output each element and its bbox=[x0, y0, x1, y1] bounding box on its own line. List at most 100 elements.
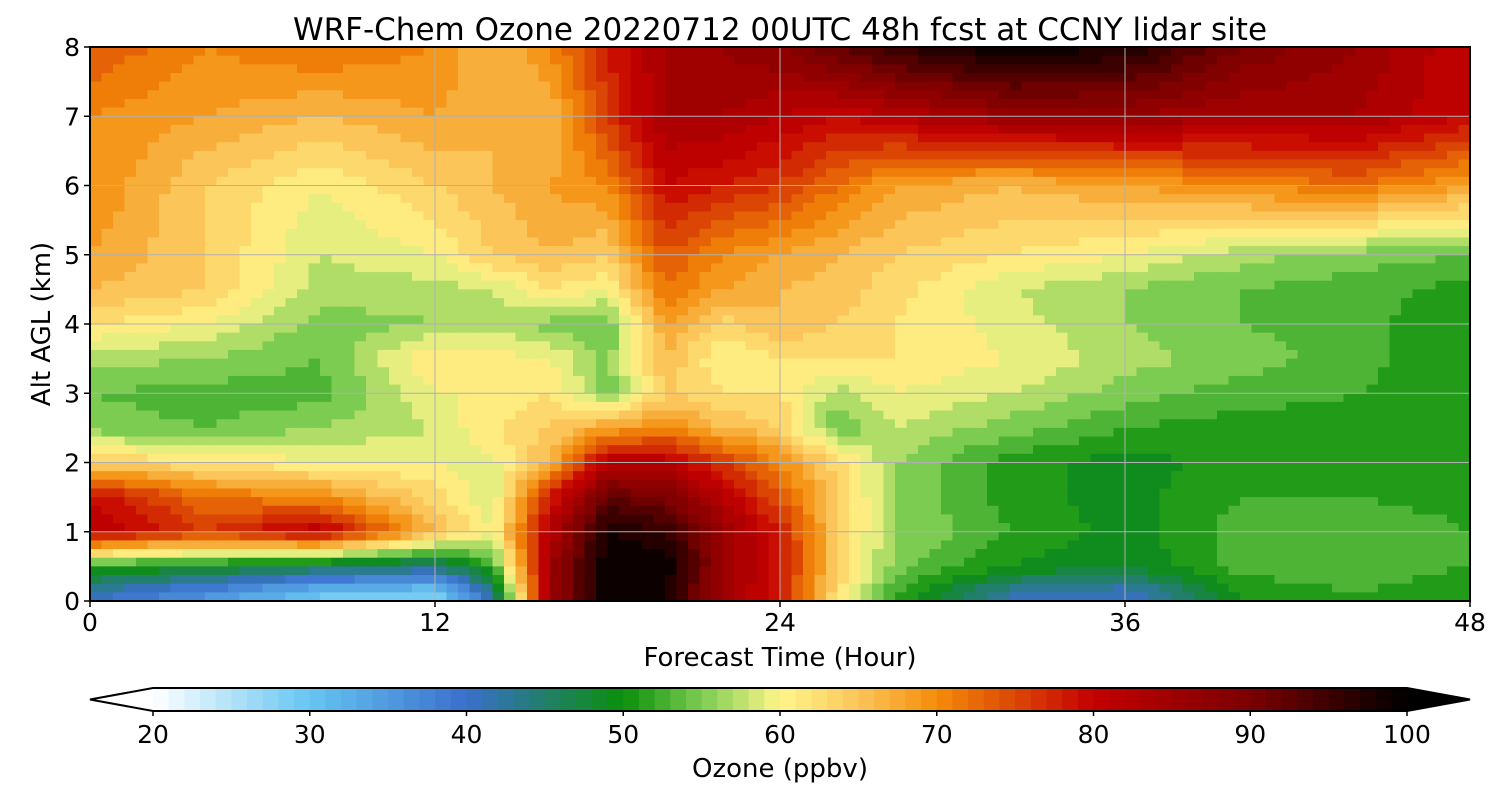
heatmap-cell bbox=[1240, 246, 1253, 256]
heatmap-cell bbox=[596, 185, 609, 195]
heatmap-cell bbox=[1021, 176, 1034, 187]
heatmap-cell bbox=[297, 384, 310, 394]
heatmap-cell bbox=[1251, 116, 1264, 126]
heatmap-cell bbox=[1447, 272, 1460, 282]
heatmap-cell bbox=[918, 72, 931, 83]
heatmap-cell bbox=[803, 358, 816, 368]
heatmap-cell bbox=[1125, 237, 1138, 247]
heatmap-cell bbox=[527, 176, 540, 187]
heatmap-cell bbox=[1435, 358, 1448, 368]
heatmap-cell bbox=[1458, 375, 1470, 386]
heatmap-cell bbox=[1102, 384, 1115, 394]
heatmap-cell bbox=[722, 81, 735, 91]
heatmap-cell bbox=[354, 228, 367, 239]
heatmap-cell bbox=[699, 254, 712, 265]
heatmap-cell bbox=[1343, 349, 1356, 360]
heatmap-cell bbox=[814, 263, 827, 273]
heatmap-cell bbox=[918, 332, 931, 342]
heatmap-cell bbox=[1113, 237, 1126, 247]
heatmap-cell bbox=[1447, 72, 1460, 83]
heatmap-cell bbox=[722, 237, 735, 247]
heatmap-cell bbox=[159, 124, 172, 135]
heatmap-cell bbox=[1148, 55, 1161, 65]
heatmap-cell bbox=[573, 211, 586, 221]
heatmap-cell bbox=[1125, 142, 1138, 152]
heatmap-cell bbox=[791, 246, 804, 256]
heatmap-cell bbox=[619, 124, 632, 135]
heatmap-cell bbox=[377, 194, 390, 204]
heatmap-cell bbox=[469, 90, 482, 100]
heatmap-cell bbox=[1251, 272, 1264, 282]
heatmap-cell bbox=[722, 332, 735, 342]
heatmap-cell bbox=[780, 55, 793, 65]
heatmap-cell bbox=[895, 272, 908, 282]
heatmap-cell bbox=[182, 375, 195, 386]
heatmap-cell bbox=[665, 332, 678, 342]
heatmap-cell bbox=[1389, 107, 1402, 117]
heatmap-cell bbox=[1033, 254, 1046, 265]
heatmap-cell bbox=[1194, 98, 1207, 109]
heatmap-cell bbox=[101, 237, 114, 247]
heatmap-cell bbox=[1090, 289, 1103, 299]
heatmap-cell bbox=[964, 228, 977, 239]
heatmap-cell bbox=[504, 349, 517, 360]
heatmap-cell bbox=[124, 324, 137, 334]
heatmap-cell bbox=[515, 90, 528, 100]
heatmap-cell bbox=[193, 349, 206, 360]
heatmap-cell bbox=[136, 55, 149, 65]
heatmap-cell bbox=[826, 220, 839, 230]
heatmap-cell bbox=[1240, 332, 1253, 342]
heatmap-cell bbox=[1378, 246, 1391, 256]
heatmap-cell bbox=[1171, 98, 1184, 109]
heatmap-cell bbox=[883, 116, 896, 126]
heatmap-cell bbox=[366, 47, 379, 57]
heatmap-cell bbox=[768, 272, 781, 282]
heatmap-cell bbox=[803, 263, 816, 273]
heatmap-cell bbox=[987, 367, 1000, 377]
heatmap-cell bbox=[446, 237, 459, 247]
heatmap-cell bbox=[734, 55, 747, 65]
heatmap-cell bbox=[803, 254, 816, 265]
heatmap-cell bbox=[515, 150, 528, 161]
heatmap-cell bbox=[193, 98, 206, 109]
heatmap-cell bbox=[1435, 185, 1448, 195]
heatmap-cell bbox=[757, 306, 770, 316]
heatmap-cell bbox=[297, 133, 310, 143]
heatmap-cell bbox=[561, 72, 574, 83]
heatmap-cell bbox=[688, 124, 701, 135]
heatmap-cell bbox=[1044, 298, 1057, 308]
heatmap-cell bbox=[1424, 220, 1437, 230]
heatmap-cell bbox=[262, 289, 275, 299]
heatmap-cell bbox=[504, 384, 517, 394]
heatmap-cell bbox=[860, 315, 873, 325]
heatmap-cell bbox=[964, 263, 977, 273]
heatmap-cell bbox=[768, 194, 781, 204]
heatmap-cell bbox=[1320, 315, 1333, 325]
heatmap-cell bbox=[343, 306, 356, 316]
heatmap-cell bbox=[239, 280, 252, 290]
heatmap-cell bbox=[1033, 107, 1046, 117]
heatmap-cell bbox=[998, 168, 1011, 178]
heatmap-cell bbox=[1217, 332, 1230, 342]
heatmap-cell bbox=[446, 246, 459, 256]
heatmap-cell bbox=[377, 367, 390, 377]
heatmap-cell bbox=[803, 272, 816, 282]
heatmap-cell bbox=[998, 263, 1011, 273]
heatmap-cell bbox=[297, 176, 310, 187]
heatmap-cell bbox=[734, 72, 747, 83]
heatmap-cell bbox=[1424, 185, 1437, 195]
heatmap-cell bbox=[308, 211, 321, 221]
heatmap-cell bbox=[987, 306, 1000, 316]
heatmap-cell bbox=[1332, 246, 1345, 256]
heatmap-cell bbox=[1171, 211, 1184, 221]
heatmap-cell bbox=[1435, 72, 1448, 83]
heatmap-cell bbox=[182, 349, 195, 360]
heatmap-cell bbox=[665, 289, 678, 299]
heatmap-cell bbox=[308, 133, 321, 143]
heatmap-cell bbox=[262, 246, 275, 256]
heatmap-cell bbox=[193, 254, 206, 265]
heatmap-cell bbox=[895, 90, 908, 100]
heatmap-cell bbox=[136, 306, 149, 316]
heatmap-cell bbox=[377, 220, 390, 230]
heatmap-cell bbox=[734, 272, 747, 282]
